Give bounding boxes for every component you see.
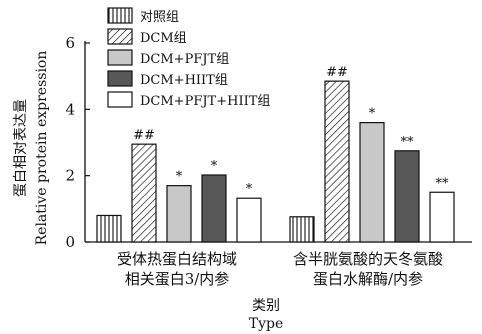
significance-marker: ## (326, 65, 348, 80)
significance-marker: ## (133, 128, 155, 143)
bar (289, 216, 315, 243)
significance-marker: * (176, 170, 183, 185)
y-tick-label: 6 (65, 34, 75, 52)
bar (131, 143, 157, 243)
x-tick-label: 受体热蛋白结构域 (117, 250, 237, 268)
y-axis-title: 蛋白相对表达量 (13, 99, 29, 197)
bar (359, 121, 385, 243)
significance-marker: ** (401, 135, 415, 150)
x-tick-label: 含半胱氨酸的天冬氨酸 (293, 250, 443, 268)
x-tick-label: 相关蛋白3/内参 (125, 270, 230, 288)
bar (96, 214, 122, 243)
bar (201, 174, 227, 243)
bar (324, 80, 350, 243)
bar (236, 197, 262, 243)
legend-label: 对照组 (140, 10, 179, 25)
legend-label: DCM组 (140, 31, 187, 46)
bar (166, 185, 192, 243)
legend-swatch (107, 70, 133, 87)
x-tick-label: 蛋白水解酶/内参 (313, 270, 423, 288)
significance-marker: * (246, 182, 253, 197)
y-axis-title-en: Relative protein expression (34, 51, 50, 246)
significance-marker: * (369, 107, 376, 122)
bar (394, 150, 420, 243)
legend-swatch (107, 28, 133, 45)
legend-label: DCM+PFJT+HIIT组 (140, 94, 270, 109)
bar (429, 191, 455, 243)
legend-swatch (107, 49, 133, 66)
x-axis-title: 类别 (252, 298, 280, 314)
legend-label: DCM+PFJT组 (140, 52, 229, 67)
y-tick-label: 0 (65, 233, 75, 251)
legend-swatch (107, 91, 133, 108)
legend-label: DCM+HIIT组 (140, 73, 228, 88)
y-tick-label: 2 (65, 167, 75, 185)
y-tick-label: 4 (65, 100, 75, 118)
significance-marker: ** (436, 176, 450, 191)
legend-swatch (107, 7, 133, 24)
x-axis-title-en: Type (249, 316, 284, 332)
significance-marker: * (211, 159, 218, 174)
